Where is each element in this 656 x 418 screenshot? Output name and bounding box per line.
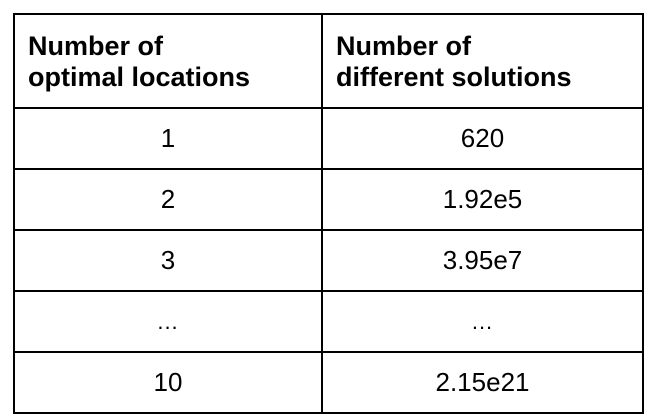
- table-row: 2 1.92e5: [13, 168, 644, 231]
- header-line: Number of: [336, 31, 471, 61]
- header-line: Number of: [28, 31, 163, 61]
- header-different-solutions: Number of different solutions: [321, 13, 644, 109]
- cell-locations: ...: [13, 290, 323, 353]
- header-row: Number of optimal locations Number of di…: [13, 13, 644, 109]
- cell-locations: 1: [13, 107, 323, 170]
- table-row: 1 620: [13, 107, 644, 170]
- header-line: optimal locations: [28, 62, 251, 92]
- table-row: 3 3.95e7: [13, 229, 644, 292]
- cell-solutions: 3.95e7: [321, 229, 644, 292]
- table-header: Number of optimal locations Number of di…: [13, 13, 644, 109]
- table-row: 10 2.15e21: [13, 351, 644, 414]
- header-line: different solutions: [336, 62, 572, 92]
- cell-solutions: ...: [321, 290, 644, 353]
- header-optimal-locations: Number of optimal locations: [13, 13, 323, 109]
- cell-locations: 10: [13, 351, 323, 414]
- cell-solutions: 2.15e21: [321, 351, 644, 414]
- cell-locations: 3: [13, 229, 323, 292]
- cell-locations: 2: [13, 168, 323, 231]
- cell-solutions: 620: [321, 107, 644, 170]
- table-body: 1 620 2 1.92e5 3 3.95e7 ... ... 10 2.15e…: [13, 107, 644, 414]
- cell-solutions: 1.92e5: [321, 168, 644, 231]
- table-row: ... ...: [13, 290, 644, 353]
- solutions-table: Number of optimal locations Number of di…: [13, 13, 644, 414]
